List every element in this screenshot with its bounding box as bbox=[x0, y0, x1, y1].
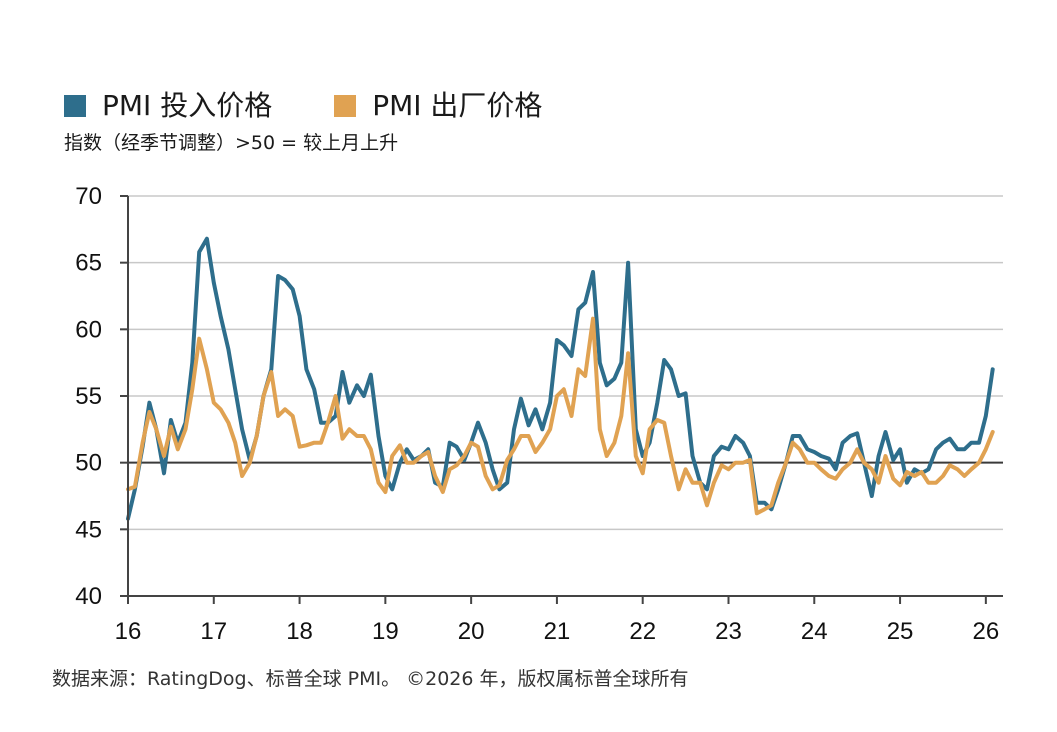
x-tick-label-17: 17 bbox=[200, 618, 227, 645]
x-tick-label-26: 26 bbox=[972, 618, 999, 645]
legend-label-output-prices: PMI 出厂价格 bbox=[372, 89, 543, 122]
y-tick-label-40: 40 bbox=[75, 583, 102, 610]
x-tick-label-20: 20 bbox=[458, 618, 485, 645]
legend-label-input-prices: PMI 投入价格 bbox=[102, 89, 273, 122]
legend-item-output-prices: PMI 出厂价格 bbox=[334, 86, 542, 126]
series-line-output-prices bbox=[126, 316, 995, 516]
chart-legend: PMI 投入价格 PMI 出厂价格 bbox=[64, 86, 604, 126]
chart-subtitle: 指数（经季节调整）>50 = 较上月上升 bbox=[64, 132, 399, 154]
legend-swatch-output-prices bbox=[334, 95, 357, 117]
x-tick-label-23: 23 bbox=[715, 618, 742, 645]
series-layer bbox=[126, 236, 995, 521]
x-tick-label-16: 16 bbox=[115, 618, 142, 645]
grid-layer bbox=[128, 195, 1003, 531]
x-tick-label-25: 25 bbox=[887, 618, 914, 645]
legend-item-input-prices: PMI 投入价格 bbox=[64, 86, 272, 126]
y-tick-label-50: 50 bbox=[75, 450, 102, 477]
legend-swatch-input-prices bbox=[64, 95, 86, 117]
x-tick-label-18: 18 bbox=[286, 618, 313, 645]
axis-layer: 40 45 50 55 60 65 70 16 17 18 19 20 21 22 23 24 25 26 bbox=[75, 183, 1003, 645]
y-tick-label-45: 45 bbox=[75, 516, 102, 543]
x-tick-label-19: 19 bbox=[372, 618, 399, 645]
y-tick-label-55: 55 bbox=[75, 383, 102, 410]
x-tick-label-24: 24 bbox=[801, 618, 828, 645]
x-tick-label-21: 21 bbox=[544, 618, 571, 645]
series-line-input-prices bbox=[126, 236, 995, 521]
y-tick-label-65: 65 bbox=[75, 250, 102, 277]
y-tick-label-60: 60 bbox=[75, 316, 102, 343]
y-tick-label-70: 70 bbox=[75, 183, 102, 210]
x-tick-label-22: 22 bbox=[629, 618, 656, 645]
source-note: 数据来源：RatingDog、标普全球 PMI。 ©2026 年，版权属标普全球… bbox=[52, 668, 689, 690]
